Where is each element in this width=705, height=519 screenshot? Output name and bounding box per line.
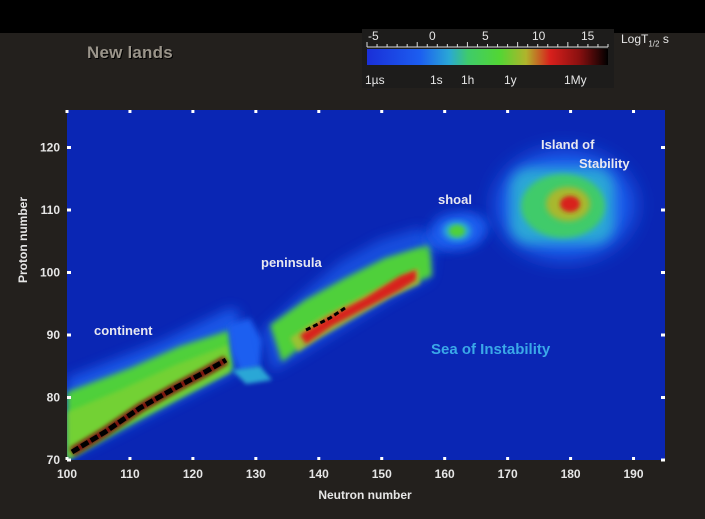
y-tick-label: 70 xyxy=(47,453,61,467)
x-tick-label: 170 xyxy=(498,467,518,481)
region-label-island-line2: Stability xyxy=(579,156,630,171)
y-tick-label: 110 xyxy=(41,203,61,217)
top-border-dot xyxy=(569,110,573,113)
top-border-dot xyxy=(443,110,447,113)
x-tick-mark xyxy=(569,457,573,460)
x-tick-mark xyxy=(632,457,636,460)
top-border-dot xyxy=(317,110,321,113)
y-tick-mark xyxy=(67,208,71,212)
y-tick-mark xyxy=(67,146,71,149)
x-tick-mark xyxy=(380,457,384,460)
x-axis-label: Neutron number xyxy=(318,488,412,502)
x-tick-label: 110 xyxy=(120,467,140,481)
x-tick-label: 160 xyxy=(435,467,455,481)
colorbar-upper-tick: 15 xyxy=(581,29,595,43)
region-label-peninsula: peninsula xyxy=(261,255,322,270)
colorbar-legend: -5 0 5 10 15 1µs xyxy=(362,29,614,88)
y-tick-label: 90 xyxy=(47,328,61,342)
y-axis-label: Proton number xyxy=(16,197,30,283)
colorbar-lower-tick: 1µs xyxy=(365,73,385,87)
y-tick-label: 100 xyxy=(40,266,60,280)
x-tick-mark xyxy=(128,457,132,460)
x-tick-mark xyxy=(191,457,195,460)
colorbar-upper-tick: 5 xyxy=(482,29,489,43)
x-tick-mark xyxy=(317,457,321,460)
colorbar-upper-tick: 0 xyxy=(429,29,436,43)
colorbar-upper-tick: 10 xyxy=(532,29,546,43)
stable-isotope-line xyxy=(70,357,228,455)
colorbar-upper-tick: -5 xyxy=(368,29,379,43)
top-border-dot xyxy=(632,110,636,113)
y-tick-mark-right xyxy=(661,396,665,399)
colorbar-lower-tick: 1My xyxy=(564,73,587,87)
top-border-dot xyxy=(506,110,510,113)
colorbar-lower-tick: 1h xyxy=(461,73,475,87)
top-border-dot xyxy=(380,110,384,113)
top-border-dot xyxy=(65,110,69,113)
y-tick-mark xyxy=(67,458,71,462)
y-tick-mark xyxy=(67,271,71,274)
y-tick-mark xyxy=(67,333,71,337)
peninsula-ridge xyxy=(300,270,416,344)
y-tick-mark-right xyxy=(661,146,665,149)
x-tick-label: 150 xyxy=(372,467,392,481)
region-label-continent: continent xyxy=(94,323,153,338)
y-tick-label: 80 xyxy=(47,391,61,405)
region-label-sea: Sea of Instability xyxy=(431,341,551,358)
top-border-dot xyxy=(128,110,132,113)
y-tick-mark-right xyxy=(661,333,665,337)
y-tick-label: 120 xyxy=(40,141,60,155)
y-tick-mark-right xyxy=(661,271,665,274)
colorbar-lower-tick: 1s xyxy=(430,73,443,87)
x-tick-mark xyxy=(254,457,258,460)
x-tick-label: 100 xyxy=(57,467,77,481)
shoal-core xyxy=(449,225,465,237)
page-title: New lands xyxy=(87,43,173,62)
top-bar xyxy=(0,0,705,33)
colorbar-lower-tick: 1y xyxy=(504,73,517,87)
y-tick-mark-right xyxy=(661,208,665,212)
region-label-shoal: shoal xyxy=(438,192,472,207)
y-tick-mark xyxy=(67,396,71,399)
region-label-island-line1: Island of xyxy=(541,137,595,152)
island-core xyxy=(560,196,580,212)
x-tick-label: 120 xyxy=(183,467,203,481)
x-tick-label: 190 xyxy=(624,467,644,481)
colorbar-graphic xyxy=(366,42,609,65)
top-border-dot xyxy=(254,110,258,113)
x-tick-label: 130 xyxy=(246,467,266,481)
x-tick-label: 180 xyxy=(561,467,581,481)
x-tick-label: 140 xyxy=(309,467,329,481)
top-border-dot xyxy=(191,110,195,113)
y-tick-mark-right xyxy=(661,458,665,462)
x-tick-mark xyxy=(506,457,510,460)
colorbar-title: LogT1/2 s xyxy=(621,32,669,49)
x-tick-mark xyxy=(443,457,447,460)
